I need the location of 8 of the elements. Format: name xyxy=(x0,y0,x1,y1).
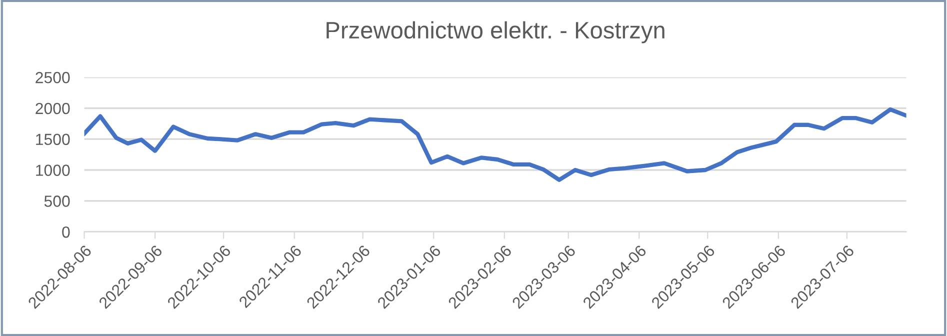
y-tick-label: 1500 xyxy=(36,134,70,146)
y-tick-label: 2000 xyxy=(36,102,70,114)
y-tick-label: 1000 xyxy=(36,164,70,176)
line-series xyxy=(84,107,906,182)
y-tick-label: 0 xyxy=(62,226,70,238)
y-tick-label: 500 xyxy=(44,196,70,207)
chart-title: Przewodnictwo elektr. - Kostrzyn xyxy=(326,21,664,44)
y-tick-label: 2500 xyxy=(36,72,70,84)
